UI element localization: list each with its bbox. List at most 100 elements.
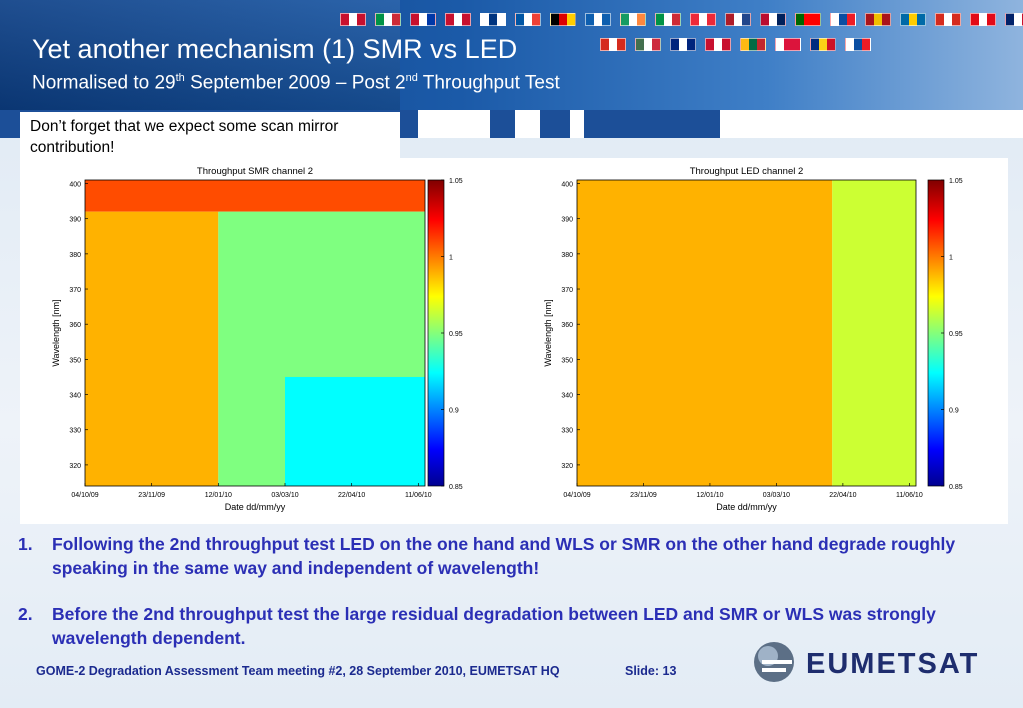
- flag-icon: [670, 38, 696, 51]
- y-tick-label: 330: [69, 428, 81, 435]
- flag-icon: [725, 13, 751, 26]
- y-tick-label: 390: [561, 217, 573, 224]
- colorbar-tick-label: 1.05: [949, 178, 963, 185]
- x-tick-label: 12/01/10: [696, 492, 723, 499]
- slide-subtitle: Normalised to 29th September 2009 – Post…: [32, 72, 560, 94]
- flag-icon: [830, 13, 856, 26]
- y-tick-label: 400: [561, 182, 573, 189]
- flags-row-2: [600, 38, 871, 51]
- y-axis-label: Wavelength [nm]: [51, 299, 61, 366]
- flag-icon: [970, 13, 996, 26]
- flag-icon: [865, 13, 891, 26]
- flag-icon: [760, 13, 786, 26]
- heatmap-region: [85, 180, 425, 212]
- flag-icon: [935, 13, 961, 26]
- bullet-list: 1. Following the 2nd throughput test LED…: [18, 532, 978, 672]
- y-tick-label: 380: [69, 252, 81, 259]
- flag-icon: [810, 38, 836, 51]
- x-tick-label: 03/03/10: [271, 492, 298, 499]
- bullet-item: 1. Following the 2nd throughput test LED…: [18, 532, 978, 580]
- colorbar-tick-label: 1: [949, 255, 953, 262]
- x-tick-label: 04/10/09: [71, 492, 98, 499]
- x-axis-label: Date dd/mm/yy: [225, 502, 286, 512]
- slide-number: Slide: 13: [625, 664, 677, 678]
- flag-icon: [620, 13, 646, 26]
- flag-icon: [375, 13, 401, 26]
- colorbar: 0.85 0.9 0.95 1 1.05: [427, 178, 463, 491]
- flag-icon: [480, 13, 506, 26]
- y-tick-label: 370: [69, 287, 81, 294]
- flag-icon: [340, 13, 366, 26]
- y-tick-label: 350: [69, 357, 81, 364]
- heatmap-2: Throughput LED channel 2 320 330 340 350 360 3…: [543, 166, 963, 512]
- y-tick-label: 330: [561, 428, 573, 435]
- x-tick-label: 22/04/10: [829, 492, 856, 499]
- flag-icon: [845, 38, 871, 51]
- colorbar-tick-label: 1: [449, 255, 453, 262]
- flag-icon: [445, 13, 471, 26]
- y-tick-label: 390: [69, 217, 81, 224]
- x-tick-label: 22/04/10: [338, 492, 365, 499]
- footer-text: GOME-2 Degradation Assessment Team meeti…: [36, 664, 560, 678]
- flag-icon: [410, 13, 436, 26]
- heatmap-region: [85, 211, 219, 486]
- bullet-text: Following the 2nd throughput test LED on…: [52, 534, 956, 578]
- flag-icon: [1005, 13, 1023, 26]
- x-tick-label: 12/01/10: [205, 492, 232, 499]
- y-tick-label: 400: [69, 182, 81, 189]
- y-tick-label: 340: [69, 393, 81, 400]
- flag-icon: [515, 13, 541, 26]
- heatmap-region: [832, 180, 916, 486]
- flag-icon: [600, 38, 626, 51]
- y-tick-label: 380: [561, 252, 573, 259]
- building-photo: [0, 0, 400, 110]
- x-tick-label: 11/06/10: [896, 492, 923, 499]
- flag-icon: [900, 13, 926, 26]
- colorbar-tick-label: 0.95: [949, 331, 963, 338]
- y-tick-label: 320: [561, 463, 573, 470]
- x-tick-label: 23/11/09: [138, 492, 165, 499]
- y-tick-label: 360: [69, 322, 81, 329]
- flag-icon: [690, 13, 716, 26]
- eumetsat-logo-text: EUMETSAT: [806, 648, 980, 680]
- flags-row-1: [340, 13, 1023, 26]
- y-tick-label: 320: [69, 463, 81, 470]
- colorbar-tick-label: 0.9: [949, 408, 959, 415]
- y-tick-label: 350: [561, 357, 573, 364]
- y-tick-label: 340: [561, 393, 573, 400]
- heatmap-region: [285, 376, 425, 486]
- bullet-text: Before the 2nd throughput test the large…: [52, 604, 936, 648]
- flag-icon: [705, 38, 731, 51]
- flag-icon: [775, 38, 801, 51]
- colorbar-tick-label: 0.85: [449, 484, 463, 491]
- chart-title: Throughput LED channel 2: [690, 166, 804, 177]
- heatmap-charts: Throughput SMR channel 2 320 330 340 350 360 3…: [51, 166, 963, 512]
- flag-icon: [795, 13, 821, 26]
- flag-icon: [655, 13, 681, 26]
- x-tick-label: 04/10/09: [563, 492, 590, 499]
- eumetsat-logo-icon: [754, 642, 794, 682]
- flag-icon: [585, 13, 611, 26]
- note-text: Don’t forget that we expect some scan mi…: [20, 112, 400, 160]
- y-tick-label: 360: [561, 322, 573, 329]
- x-axis-label: Date dd/mm/yy: [716, 502, 777, 512]
- figure-panel: Throughput SMR channel 2 320 330 340 350 360 3…: [20, 158, 1008, 524]
- heatmap-1: Throughput SMR channel 2 320 330 340 350 360 3…: [51, 166, 463, 512]
- colorbar-tick-label: 0.95: [449, 331, 463, 338]
- slide-title: Yet another mechanism (1) SMR vs LED: [32, 34, 518, 64]
- bullet-item: 2. Before the 2nd throughput test the la…: [18, 602, 978, 650]
- flag-icon: [550, 13, 576, 26]
- y-tick-label: 370: [561, 287, 573, 294]
- colorbar-tick-label: 1.05: [449, 178, 463, 185]
- x-tick-label: 23/11/09: [630, 492, 657, 499]
- colorbar-tick-label: 0.9: [449, 408, 459, 415]
- plot-frame: [576, 179, 917, 487]
- plot-frame: [84, 179, 426, 487]
- colorbar: 0.85 0.9 0.95 1 1.05: [927, 178, 963, 491]
- flag-icon: [740, 38, 766, 51]
- chart-title: Throughput SMR channel 2: [197, 166, 313, 177]
- x-tick-label: 11/06/10: [405, 492, 432, 499]
- colorbar-tick-label: 0.85: [949, 484, 963, 491]
- flag-icon: [635, 38, 661, 51]
- heatmap-region: [577, 180, 833, 486]
